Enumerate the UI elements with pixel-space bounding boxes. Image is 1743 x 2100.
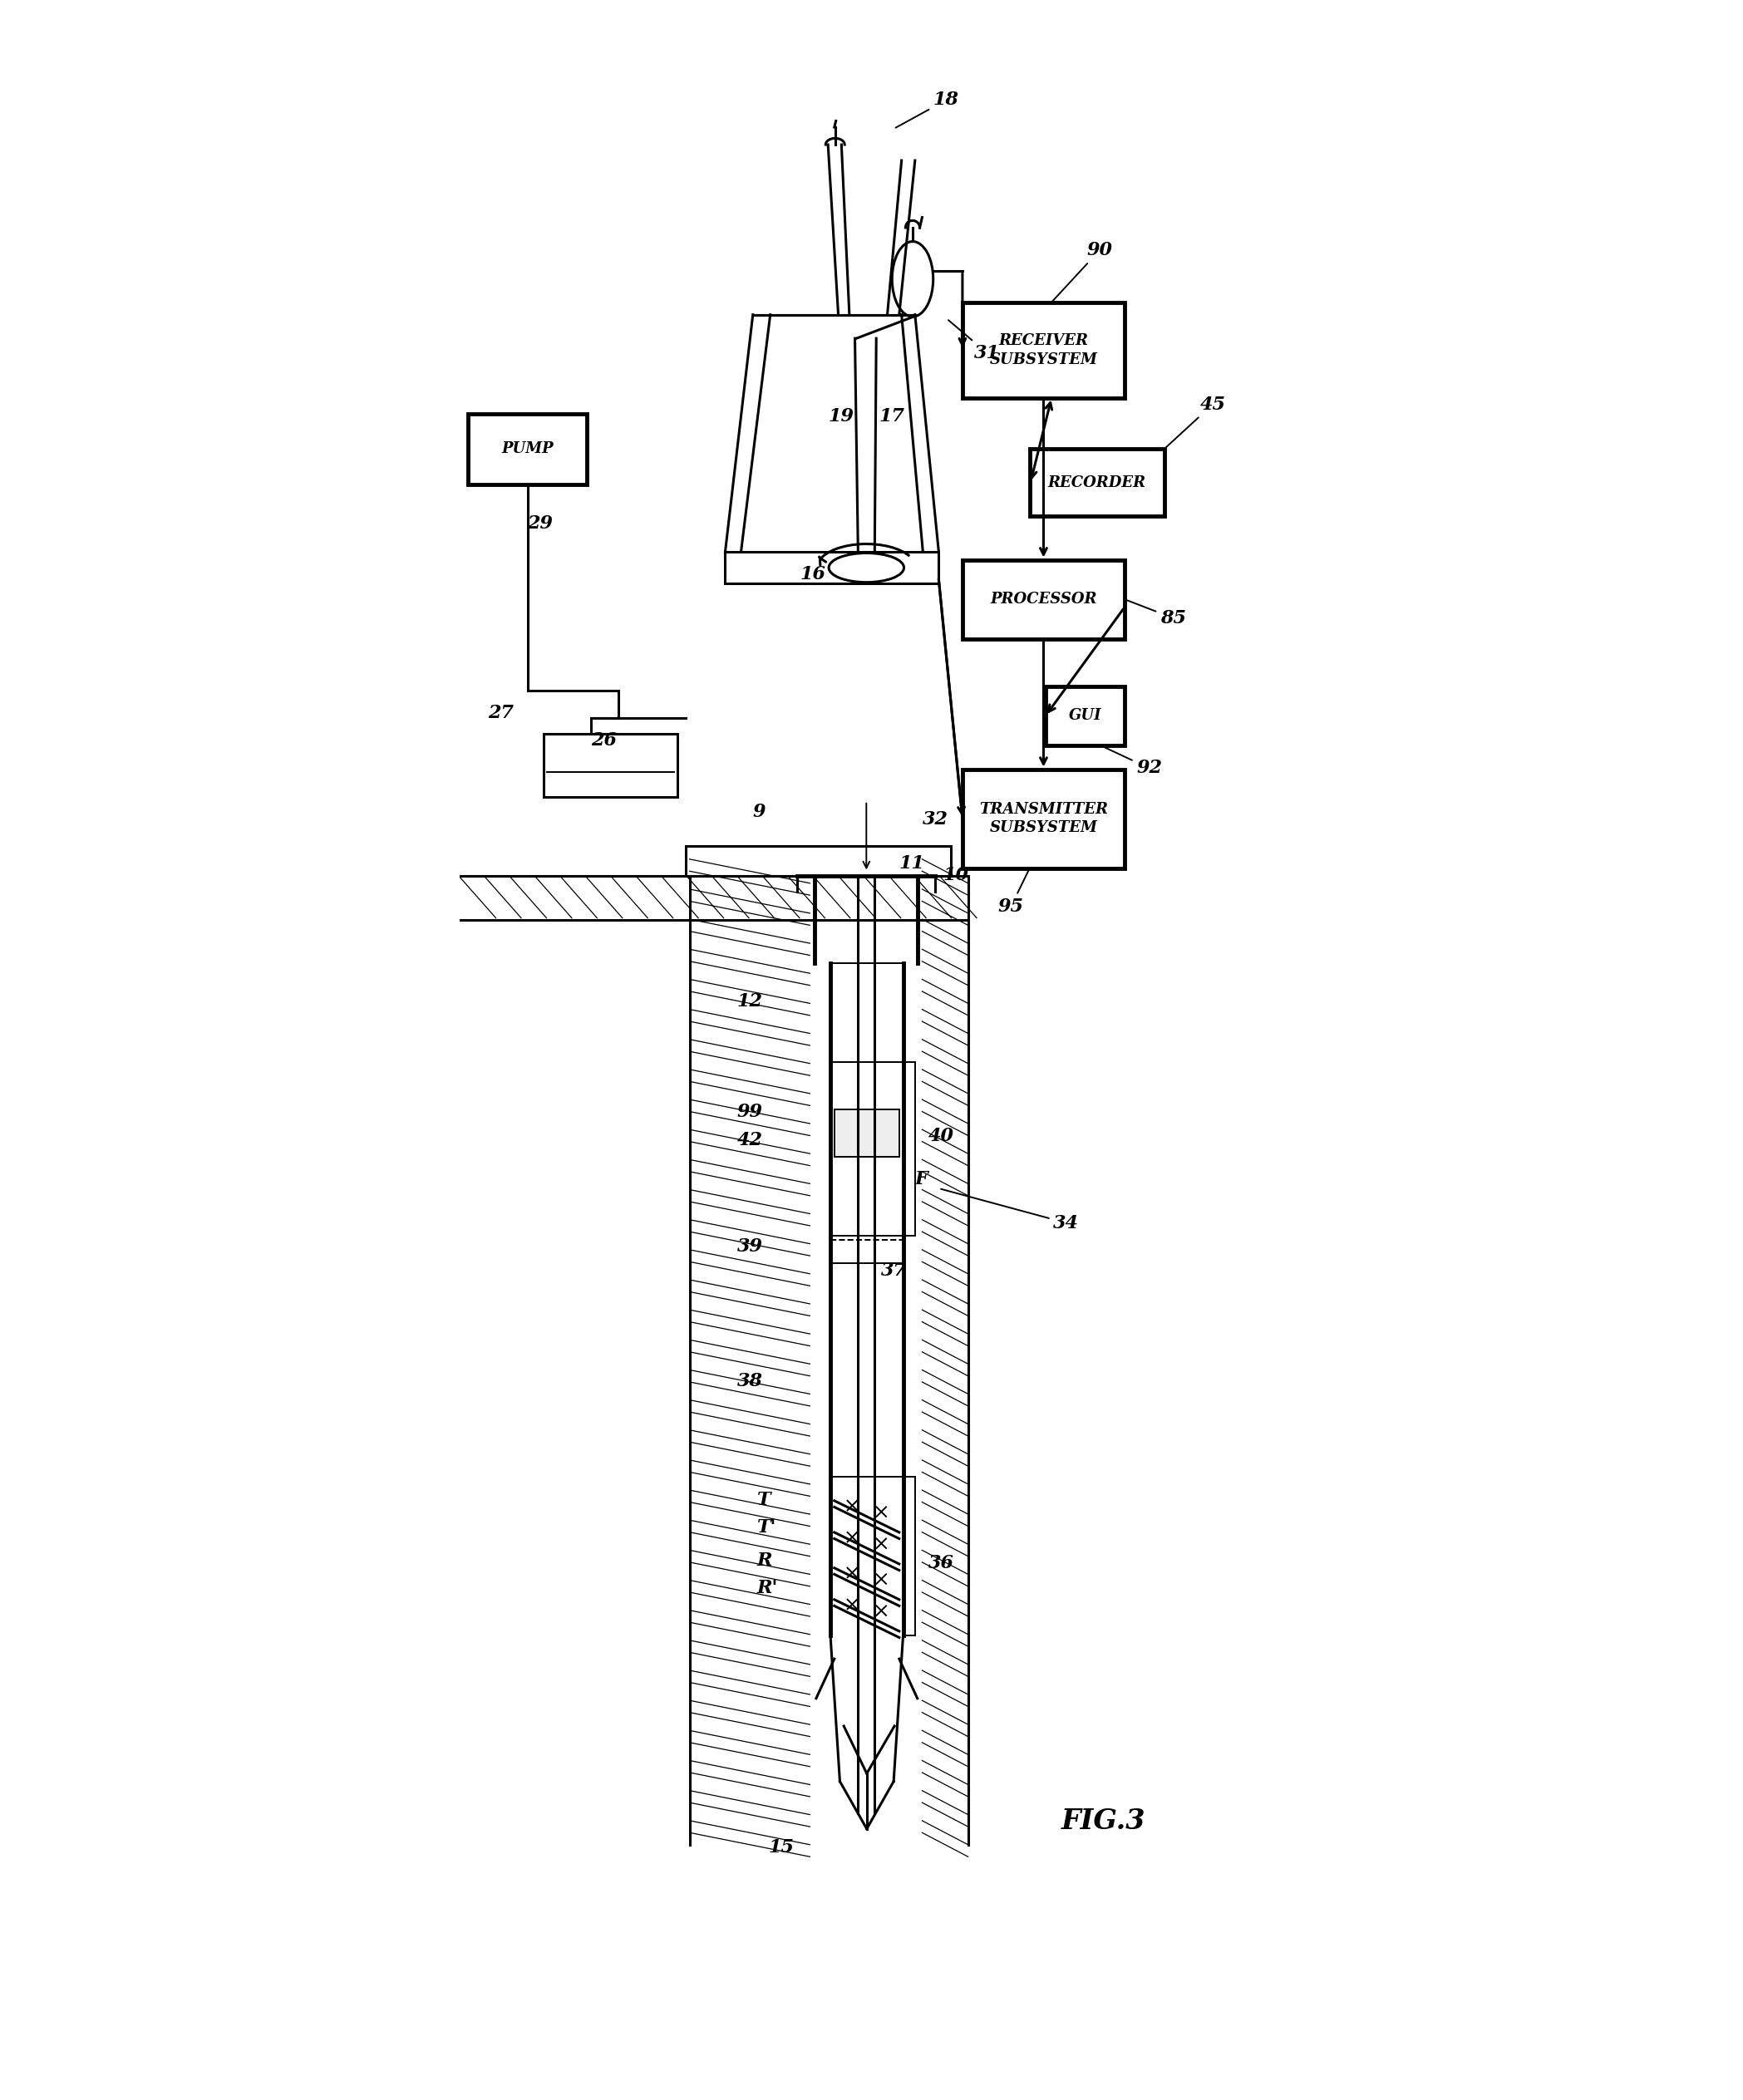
Text: 85: 85 — [1126, 601, 1185, 628]
Bar — [544, 733, 678, 798]
Text: PROCESSOR: PROCESSOR — [990, 592, 1096, 607]
Text: 99: 99 — [737, 1102, 763, 1121]
Bar — [835, 1109, 899, 1157]
Text: 31: 31 — [948, 319, 1000, 363]
Bar — [962, 769, 1124, 867]
Text: 34: 34 — [941, 1189, 1079, 1233]
Text: 40: 40 — [929, 1128, 953, 1144]
Bar — [685, 846, 950, 876]
Bar — [469, 414, 587, 485]
Text: 27: 27 — [488, 704, 514, 722]
Text: 9: 9 — [753, 802, 765, 821]
Text: 19: 19 — [828, 407, 854, 426]
Text: R: R — [756, 1552, 772, 1569]
Text: 42: 42 — [737, 1130, 763, 1149]
Bar — [962, 302, 1124, 397]
Bar — [962, 561, 1124, 638]
Text: 32: 32 — [922, 811, 948, 830]
Text: 38: 38 — [737, 1371, 763, 1390]
Text: 90: 90 — [1053, 242, 1112, 300]
Text: 17: 17 — [880, 407, 905, 426]
Text: 12: 12 — [737, 993, 763, 1010]
Text: 29: 29 — [528, 514, 553, 531]
Text: R': R' — [756, 1579, 777, 1598]
Ellipse shape — [828, 552, 905, 582]
Text: FIG.3: FIG.3 — [1061, 1808, 1145, 1835]
Text: 92: 92 — [1103, 748, 1163, 777]
Text: 16: 16 — [800, 565, 826, 584]
Text: 36: 36 — [929, 1554, 953, 1573]
Text: 37: 37 — [880, 1262, 906, 1279]
Text: 26: 26 — [591, 731, 617, 750]
Text: 45: 45 — [1166, 395, 1225, 447]
Text: 39: 39 — [737, 1237, 763, 1256]
Text: 15: 15 — [769, 1837, 795, 1856]
Text: T': T' — [756, 1518, 776, 1537]
Text: 11: 11 — [899, 855, 926, 872]
Text: GUI: GUI — [1068, 708, 1102, 722]
Bar — [1046, 687, 1124, 746]
Bar — [1030, 449, 1164, 517]
Text: 18: 18 — [896, 90, 959, 128]
Text: T: T — [756, 1491, 770, 1508]
Text: PUMP: PUMP — [502, 441, 554, 456]
Text: F: F — [915, 1170, 927, 1189]
Text: RECEIVER
SUBSYSTEM: RECEIVER SUBSYSTEM — [990, 334, 1098, 367]
Text: RECORDER: RECORDER — [1048, 475, 1145, 489]
Ellipse shape — [892, 242, 933, 317]
Text: 10: 10 — [943, 865, 969, 884]
Text: 95: 95 — [999, 869, 1028, 916]
Text: TRANSMITTER
SUBSYSTEM: TRANSMITTER SUBSYSTEM — [980, 802, 1109, 836]
